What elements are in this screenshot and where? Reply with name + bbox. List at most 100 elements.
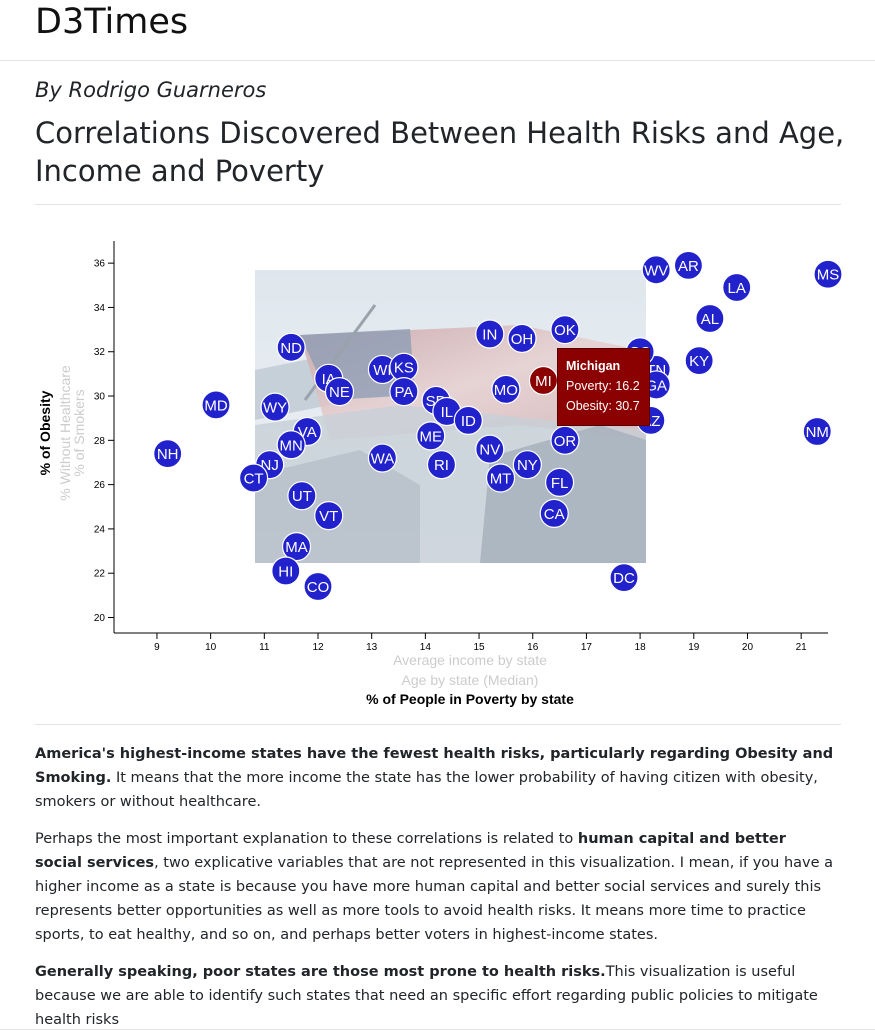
y-axis-label-healthcare[interactable]: % Without Healthcare xyxy=(57,365,73,501)
state-point-or[interactable]: OR xyxy=(550,425,580,455)
state-marker[interactable] xyxy=(276,332,306,362)
state-marker[interactable] xyxy=(303,571,333,602)
state-point-wy[interactable]: WY xyxy=(260,392,290,422)
state-marker[interactable] xyxy=(491,374,521,404)
state-point-la[interactable]: LA xyxy=(722,272,752,303)
state-point-mo[interactable]: MO xyxy=(491,374,521,404)
state-point-md[interactable]: MD xyxy=(201,390,231,420)
state-marker[interactable] xyxy=(609,563,639,593)
state-point-ut[interactable]: UT xyxy=(287,481,317,511)
paragraph-explanation-start: Perhaps the most important explanation t… xyxy=(35,831,578,847)
state-marker[interactable] xyxy=(389,376,419,407)
state-point-nh[interactable]: NH xyxy=(153,439,183,469)
y-tick-label: 20 xyxy=(94,613,106,624)
state-point-ms[interactable]: MS xyxy=(813,259,843,289)
state-point-nm[interactable]: NM xyxy=(802,416,832,447)
state-point-vt[interactable]: VT xyxy=(314,501,344,531)
state-marker[interactable] xyxy=(722,272,752,303)
state-marker[interactable] xyxy=(453,405,483,435)
state-point-hi[interactable]: HI xyxy=(271,556,301,586)
y-axis-label-obesity[interactable]: % of Obesity xyxy=(37,390,53,475)
state-point-ct[interactable]: CT xyxy=(238,463,269,493)
navbar-divider xyxy=(0,60,875,61)
y-tick-label: 26 xyxy=(94,480,106,491)
state-point-ok[interactable]: OK xyxy=(550,314,580,345)
state-marker[interactable] xyxy=(153,439,183,469)
state-point-oh[interactable]: OH xyxy=(507,323,537,354)
state-point-dc[interactable]: DC xyxy=(609,563,639,593)
state-point-ky[interactable]: KY xyxy=(684,345,714,376)
state-point-wi[interactable]: WI xyxy=(367,354,398,385)
state-marker[interactable] xyxy=(512,450,542,480)
state-point-nv[interactable]: NV xyxy=(475,434,505,464)
state-point-ri[interactable]: RI xyxy=(426,450,457,480)
state-marker[interactable] xyxy=(201,390,231,420)
x-axis-label-poverty[interactable]: % of People in Poverty by state xyxy=(366,691,574,707)
state-point-pa[interactable]: PA xyxy=(389,376,419,407)
paragraph-findings-bold: America's highest-income states have the… xyxy=(35,746,834,786)
state-marker[interactable] xyxy=(426,450,457,480)
state-marker[interactable] xyxy=(550,425,580,455)
paragraph-conclusion: Generally speaking, poor states are thos… xyxy=(35,960,835,1032)
state-point-me[interactable]: ME xyxy=(416,421,446,451)
state-marker[interactable] xyxy=(314,501,344,531)
state-point-fl[interactable]: FL xyxy=(544,467,575,498)
paragraph-explanation-bold: human capital and better social services xyxy=(35,831,786,871)
state-point-al[interactable]: AL xyxy=(695,303,725,334)
state-marker[interactable] xyxy=(695,303,725,334)
state-abbr-label: MI xyxy=(535,373,552,390)
y-tick-label: 28 xyxy=(94,436,106,447)
state-marker[interactable] xyxy=(802,416,832,447)
state-abbr-label: LA xyxy=(728,280,746,297)
x-axis-label-age[interactable]: Age by state (Median) xyxy=(402,672,539,688)
state-point-wa[interactable]: WA xyxy=(367,443,398,473)
state-point-in[interactable]: IN xyxy=(475,319,505,349)
state-point-ca[interactable]: CA xyxy=(539,498,569,529)
state-point-id[interactable]: ID xyxy=(453,405,483,435)
state-marker[interactable] xyxy=(485,463,516,493)
state-marker[interactable] xyxy=(287,481,317,511)
state-point-ar[interactable]: AR xyxy=(673,250,704,280)
state-point-co[interactable]: CO xyxy=(303,571,333,602)
state-abbr-label: ID xyxy=(461,413,476,430)
state-marker[interactable] xyxy=(684,345,714,376)
x-tick-label: 18 xyxy=(635,642,647,653)
state-marker[interactable] xyxy=(544,467,575,498)
state-marker[interactable] xyxy=(813,259,843,289)
state-marker[interactable] xyxy=(416,421,446,451)
state-abbr-label: NV xyxy=(479,442,500,459)
state-marker[interactable] xyxy=(276,430,306,460)
state-marker[interactable] xyxy=(260,392,290,422)
state-point-nd[interactable]: ND xyxy=(276,332,306,362)
state-point-wv[interactable]: WV xyxy=(641,255,671,285)
state-marker[interactable] xyxy=(641,255,671,285)
state-marker[interactable] xyxy=(673,250,704,280)
state-abbr-label: WA xyxy=(371,451,395,468)
x-axis-label-income[interactable]: Average income by state xyxy=(393,652,547,668)
y-axis-label-smokers[interactable]: % of Smokers xyxy=(71,389,87,476)
state-point-ne[interactable]: NE xyxy=(324,376,355,407)
state-marker[interactable] xyxy=(324,376,355,407)
state-marker[interactable] xyxy=(507,323,537,354)
state-point-ny[interactable]: NY xyxy=(512,450,542,480)
state-point-ma[interactable]: MA xyxy=(281,532,312,562)
state-point-mi[interactable]: MI xyxy=(528,365,559,396)
state-abbr-label: IL xyxy=(441,404,454,421)
state-marker[interactable] xyxy=(281,532,312,562)
x-tick-label: 12 xyxy=(312,642,324,653)
scatter-chart: 20 22 24 26 28 30 32 34 36 9 10 11 12 13 14 15 16 17 18 19 2… xyxy=(37,241,843,707)
state-marker[interactable] xyxy=(271,556,301,586)
state-marker[interactable] xyxy=(475,319,505,349)
state-marker[interactable] xyxy=(539,498,569,529)
state-point-ks[interactable]: KS xyxy=(389,352,419,382)
site-brand[interactable]: D3Times xyxy=(35,2,189,42)
state-abbr-label: WY xyxy=(263,400,287,417)
state-point-mn[interactable]: MN xyxy=(276,430,306,460)
y-tick-label: 22 xyxy=(94,569,106,580)
state-point-mt[interactable]: MT xyxy=(485,463,516,493)
state-marker[interactable] xyxy=(367,443,398,473)
state-marker[interactable] xyxy=(238,463,269,493)
state-marker[interactable] xyxy=(550,314,580,345)
state-abbr-label: ME xyxy=(419,428,442,445)
state-marker[interactable] xyxy=(475,434,505,464)
